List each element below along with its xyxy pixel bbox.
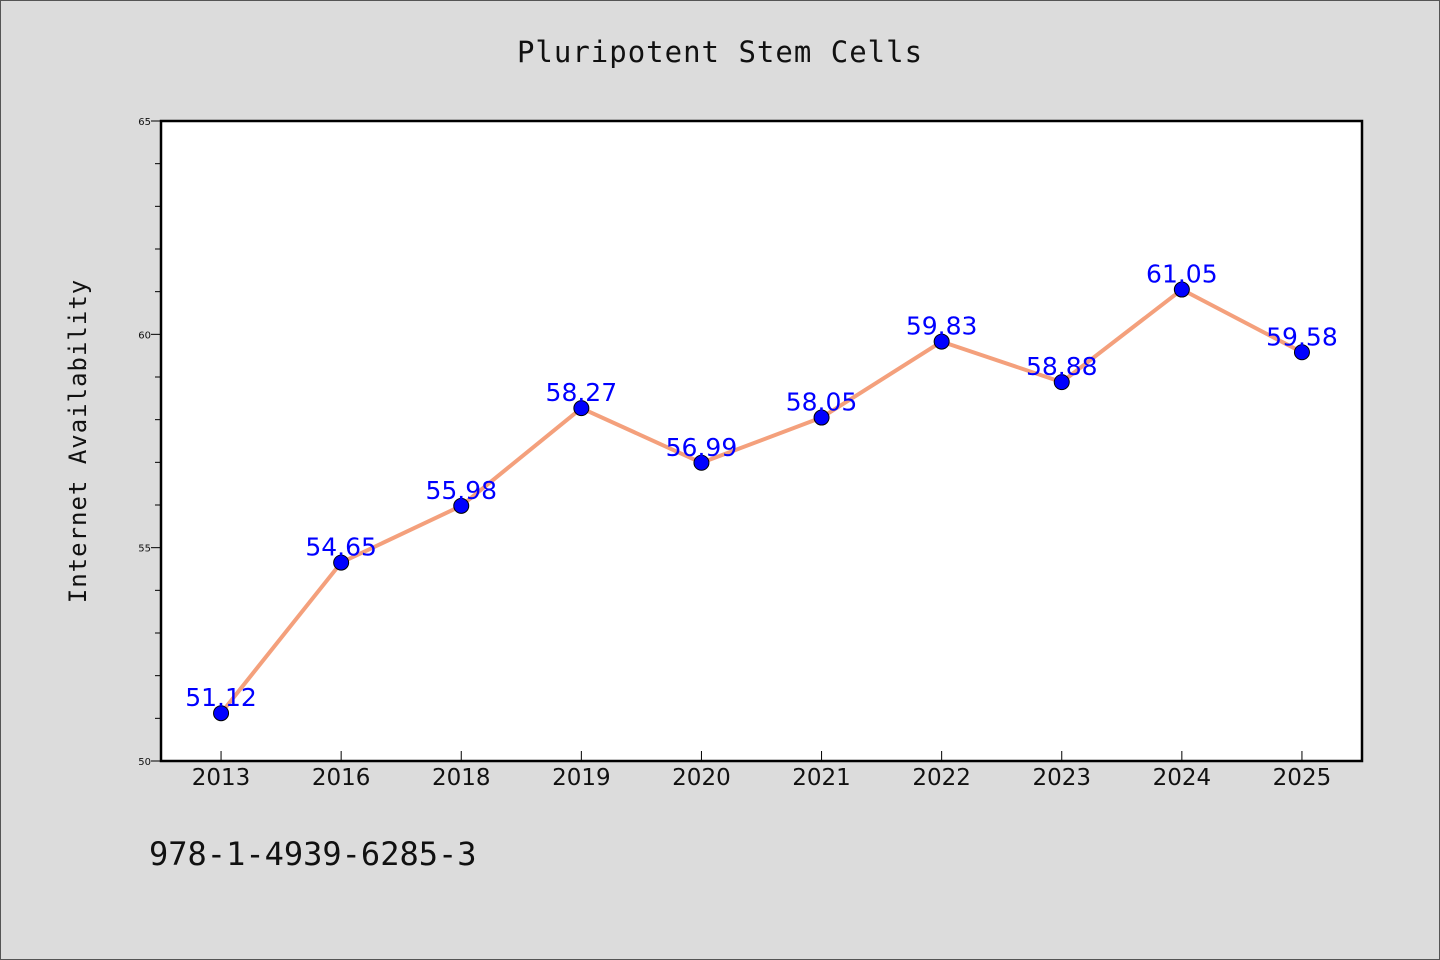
data-label: 55.98	[425, 476, 497, 505]
data-label: 58.05	[786, 388, 858, 417]
y-axis: 50 55 60 65	[138, 117, 161, 768]
x-tick-label: 2021	[792, 765, 851, 791]
x-tick-label: 2024	[1153, 765, 1212, 791]
y-tick-label: 50	[138, 757, 151, 768]
data-point	[813, 409, 830, 426]
data-point	[1293, 344, 1310, 361]
data-point	[693, 454, 710, 471]
data-point	[933, 333, 950, 350]
data-point	[1173, 281, 1190, 298]
x-tick-label: 2022	[912, 765, 971, 791]
data-label: 51.12	[185, 683, 257, 712]
data-label: 61.05	[1146, 260, 1218, 289]
data-label: 58.27	[546, 378, 618, 407]
data-label: 59.83	[906, 312, 978, 341]
x-tick-label: 2013	[192, 765, 251, 791]
y-tick-label: 65	[138, 117, 151, 128]
chart-title: Pluripotent Stem Cells	[516, 35, 924, 69]
data-point	[453, 497, 470, 514]
y-axis-label: Internet Availability	[64, 279, 92, 603]
data-point	[1053, 374, 1070, 391]
data-markers	[213, 281, 1310, 722]
x-axis: 2013 2016 2018 2019 2020 2021 2022 2023 2024 2025	[192, 751, 1331, 791]
x-tick-label: 2023	[1032, 765, 1091, 791]
y-tick-label: 60	[138, 330, 151, 341]
isbn-text: 978-1-4939-6285-3	[149, 835, 477, 873]
y-tick-label: 55	[138, 544, 151, 555]
data-label: 59.58	[1266, 322, 1338, 351]
x-tick-label: 2016	[312, 765, 371, 791]
data-point	[213, 705, 230, 722]
x-tick-label: 2025	[1273, 765, 1332, 791]
x-tick-label: 2020	[672, 765, 731, 791]
series-line	[219, 287, 1303, 715]
x-tick-label: 2018	[432, 765, 491, 791]
data-point	[333, 554, 350, 571]
data-label: 58.88	[1026, 352, 1098, 381]
data-label: 56.99	[666, 433, 738, 462]
data-label: 54.65	[305, 533, 377, 562]
data-labels: 51.12 54.65 55.98 58.27 56.99 58.05 59.83 58.88…	[185, 260, 1337, 713]
data-point	[573, 400, 590, 417]
x-tick-label: 2019	[552, 765, 611, 791]
